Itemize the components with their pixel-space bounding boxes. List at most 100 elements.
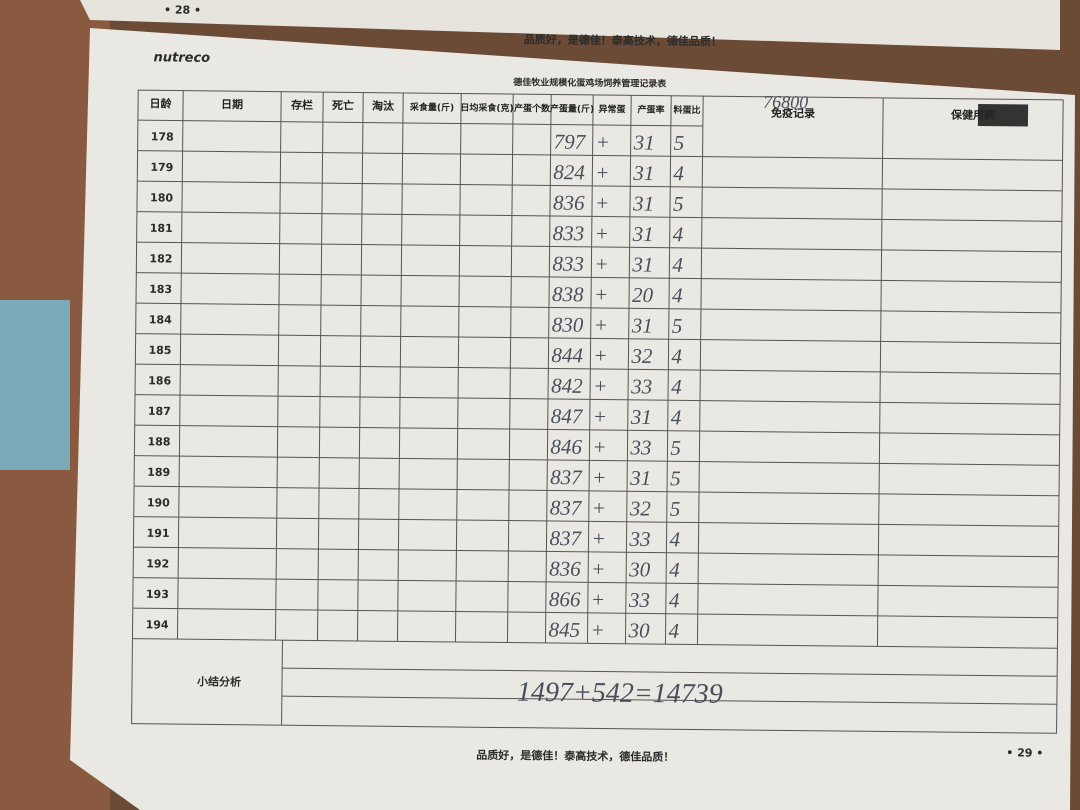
column-header: 死亡 [332,98,354,112]
handwritten-cell: 33 [629,435,651,459]
row-rule [136,211,1062,222]
handwritten-cell: 838 [552,282,584,306]
handwritten-cell: 844 [551,343,583,367]
column-header: 异常蛋 [598,103,625,115]
row-rule [134,455,1060,466]
handwritten-cell: 5 [670,497,681,521]
handwritten-cell: 4 [669,558,680,582]
age-cell: 180 [150,191,173,204]
handwritten-cell: 833 [553,221,585,245]
handwritten-cell: 837 [550,465,583,489]
age-cell: 182 [149,252,172,265]
row-rule [136,241,1062,253]
column-header: 产蛋率 [637,103,664,115]
column-header: 日期 [221,97,243,111]
row-rule [132,638,1058,649]
age-cell: 187 [148,405,171,418]
handwritten-cell: 30 [628,557,651,581]
age-cell: 190 [147,496,170,509]
handwritten-cell: + [595,160,609,184]
handwritten-cell: 837 [550,495,583,519]
age-cell: 185 [148,344,171,357]
cloth [0,300,70,470]
handwritten-cell: + [594,252,608,276]
handwritten-cell: + [592,496,606,520]
column-header: 产蛋个数 [514,102,551,114]
handwritten-cell: + [592,465,606,489]
column-header: 淘汰 [372,99,395,113]
row-rule [135,333,1061,344]
previous-page [80,0,1060,50]
table: 日龄 日期 存栏 死亡 淘汰 采食量(斤) 日均采食(克) 产蛋个数 产蛋量(斤) 异常蛋 产蛋率料… [131,89,1064,734]
age-cell: 178 [151,130,174,143]
handwritten-cell: 836 [553,190,585,214]
handwritten-cell: + [595,191,609,215]
handwritten-cell: + [593,343,607,367]
handwritten-cell: 31 [631,252,653,276]
age-cell: 179 [150,161,173,174]
handwritten-cell: 833 [552,251,584,275]
age-cell: 194 [146,618,169,631]
handwritten-cell: 31 [631,313,653,337]
handwritten-cell: 32 [629,496,652,520]
handwritten-cell: 4 [669,527,680,551]
handwritten-cell: 847 [551,404,584,428]
age-cell: 189 [147,466,170,479]
handwritten-cell: + [594,313,608,337]
handwritten-cell: 32 [630,344,653,368]
handwritten-cell: 845 [548,617,580,641]
handwritten-cell: 4 [671,344,682,368]
age-cell: 193 [146,588,169,601]
sheet: • 28 • 品质好，是德佳！泰高技术，德佳品质！ nutreco 德佳牧业规模… [131,3,1064,764]
summary-rule [281,695,1057,705]
slogan-bottom: 品质好，是德佳！泰高技术，德佳品质！ [476,748,674,764]
age-cell: 186 [148,374,171,387]
age-cell: 183 [149,283,172,296]
row-rule [133,516,1059,527]
slogan-top: 品质好，是德佳！泰高技术，德佳品质！ [524,32,722,48]
handwritten-cell: 824 [553,160,585,184]
summary-label: 小结分析 [196,674,241,688]
handwritten-cell: 830 [552,312,584,336]
handwritten-cell: 4 [671,375,682,399]
table-border [131,89,1064,734]
handwritten-cell: 4 [673,161,684,185]
handwritten-cell: 4 [672,283,683,307]
brand: nutreco [153,50,210,66]
handwritten-cell: + [593,404,607,428]
row-rule [133,577,1059,588]
handwritten-cell: 4 [669,588,680,612]
handwritten-cell: 5 [672,314,683,338]
row-rule [137,180,1063,192]
handwritten-cell: + [594,282,608,306]
page-number-top: • 28 • [164,3,201,16]
handwritten-cell: 30 [627,618,650,642]
row-rule [133,546,1059,558]
handwritten-cell: 797 [554,130,587,154]
handwritten-cell: 4 [672,253,683,277]
summary-handwritten: 1497+542=14739 [517,677,723,710]
handwritten-cell: 31 [632,222,654,246]
row-rule [135,363,1061,375]
handwritten-cell: 5 [673,192,684,216]
handwritten-cell: 5 [670,436,681,460]
age-cell: 188 [147,435,170,448]
row-rule [134,485,1060,497]
column-header: 免疫记录 [771,106,815,120]
column-header: 保健用药 [950,108,995,122]
handwritten-cell: + [591,526,605,550]
row-rule [135,394,1060,405]
handwritten-cell: 4 [673,222,684,246]
handwritten-cell: 20 [632,283,654,307]
age-cell: 184 [149,313,172,326]
handwritten-cell: 5 [670,466,681,490]
handwritten-cell: 5 [674,131,685,155]
column-header: 料蛋比 [673,104,700,116]
handwritten-cell: 4 [668,619,679,643]
row-rule [135,302,1061,314]
handwritten-cell: + [591,557,605,581]
age-cell: 181 [150,222,173,235]
age-cell: 191 [147,527,170,540]
